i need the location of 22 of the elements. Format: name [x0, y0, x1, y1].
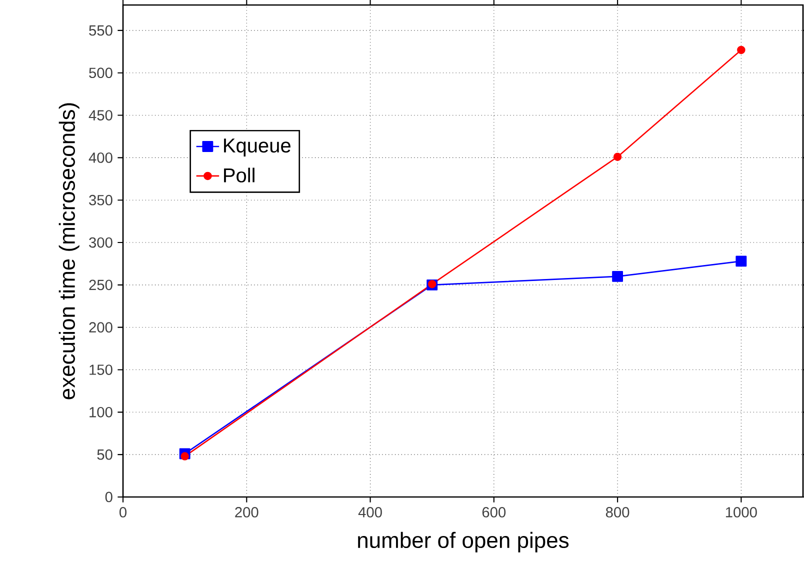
- y-tick-label: 350: [89, 194, 112, 206]
- x-tick-label: 800: [606, 507, 630, 518]
- y-tick-label: 250: [89, 280, 112, 290]
- y-tick-label: 450: [88, 110, 112, 120]
- x-tick-label: 600: [482, 507, 506, 518]
- y-tick-label: 0: [105, 492, 112, 502]
- y-tick-label: 400: [88, 152, 112, 163]
- y-tick-label: 300: [89, 237, 112, 248]
- y-tick-label: 200: [89, 322, 112, 333]
- x-tick-label: 1000: [726, 507, 757, 518]
- x-tick-label: 0: [119, 507, 126, 518]
- y-tick-label: 550: [89, 25, 112, 36]
- x-axis-title: number of open pipes: [358, 532, 569, 552]
- legend-label: Poll: [224, 168, 254, 182]
- x-tick-label: 200: [235, 507, 258, 518]
- y-tick-label: 500: [89, 68, 112, 78]
- x-tick-label: 400: [358, 507, 382, 518]
- y-tick-label: 150: [90, 364, 112, 375]
- legend-label: Kqueue: [224, 138, 290, 157]
- y-tick-label: 50: [97, 449, 112, 460]
- y-axis-title: execution time (microseconds): [58, 103, 80, 400]
- y-tick-label: 100: [90, 406, 112, 418]
